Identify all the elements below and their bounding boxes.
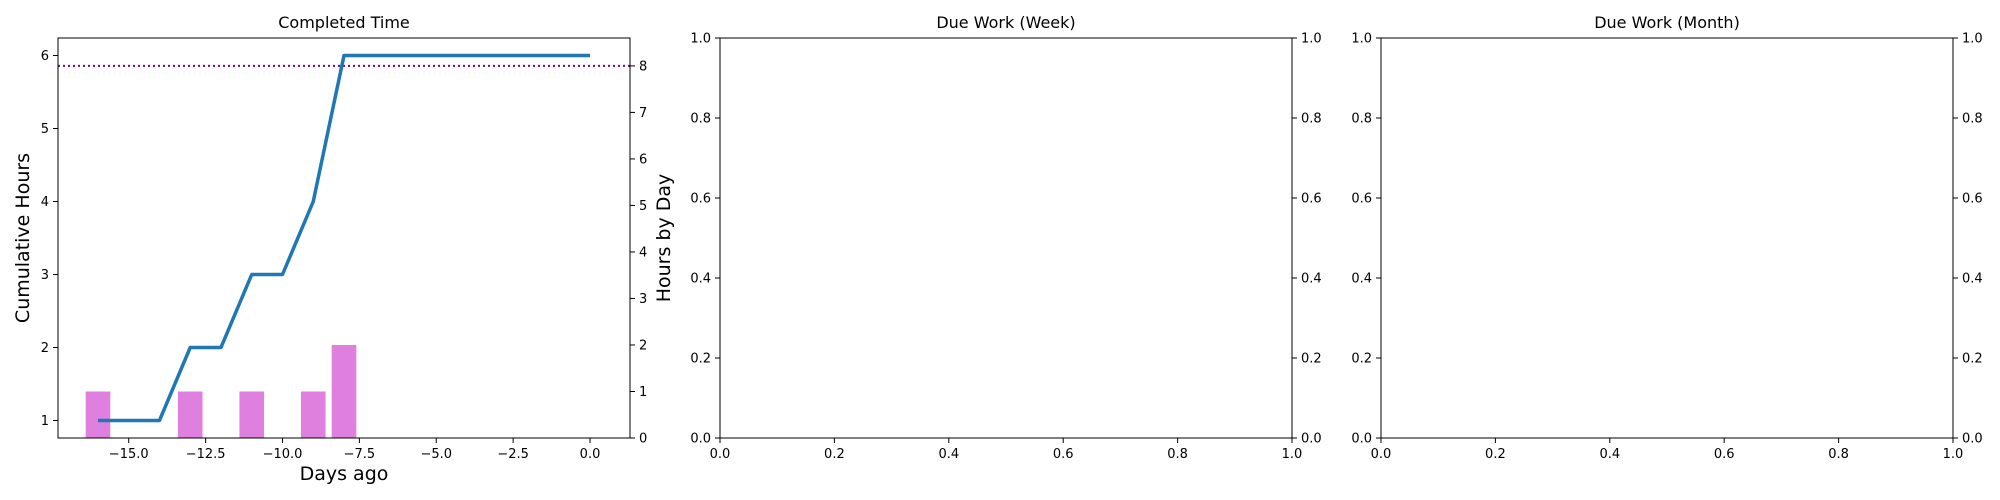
chart-title: Due Work (Week) [936, 13, 1075, 32]
y-tick-label: 0.2 [690, 352, 711, 367]
y-axis-label: Cumulative Hours [12, 153, 34, 323]
y2-tick-label: 0.0 [1301, 432, 1322, 447]
x-tick-label: −10.0 [263, 447, 303, 462]
axis-ticks: 0.0 0.2 0.4 0.6 0.8 1.00.00.20.40.60.81.00.00… [1351, 32, 1982, 463]
y2-tick-label: 2 [639, 338, 647, 353]
x-tick-label: 0.6 [1053, 447, 1074, 462]
x-tick-label: 0.2 [1485, 447, 1506, 462]
y-tick-label: 4 [41, 195, 49, 210]
x-tick-label: 0.4 [938, 447, 959, 462]
plot-frame [719, 37, 1293, 439]
y-tick-label: 6 [41, 49, 49, 64]
y2-tick-label: 0 [639, 432, 647, 447]
x-tick-label: −5.0 [420, 447, 452, 462]
bar [331, 344, 357, 438]
y2-tick-label: 0.8 [1301, 112, 1322, 127]
y-tick-label: 0.0 [1351, 432, 1372, 447]
x-tick-label: 0.4 [1599, 447, 1620, 462]
x-tick-label: 1.0 [1282, 447, 1303, 462]
y2-tick-label: 1 [639, 385, 647, 400]
y-tick-label: 0.6 [690, 192, 711, 207]
y2-tick-label: 0.4 [1962, 272, 1983, 287]
x-tick-label: −2.5 [497, 447, 529, 462]
y2-tick-label: 8 [639, 59, 647, 74]
x-tick-label: 0.0 [710, 447, 731, 462]
y2-tick-label: 1.0 [1301, 32, 1322, 47]
plot-marks [58, 53, 630, 438]
plot-frame [57, 37, 631, 439]
y2-tick-label: 0.8 [1962, 112, 1983, 127]
chart-completed-time: Completed Time −15.0 −12.5 −10.0 −7.5 −5.0 −2… [12, 13, 675, 485]
y-tick-label: 0.8 [690, 112, 711, 127]
bar [177, 391, 203, 438]
plot-frame [1380, 37, 1954, 439]
x-tick-label: 0.8 [1828, 447, 1849, 462]
x-tick-label: 0.6 [1714, 447, 1735, 462]
x-tick-label: 0.0 [1371, 447, 1392, 462]
axis-ticks: 0.0 0.2 0.4 0.6 0.8 1.00.00.20.40.60.81.00.00… [690, 32, 1321, 463]
chart-title: Due Work (Month) [1594, 13, 1740, 32]
bar [300, 391, 326, 438]
y2-tick-label: 4 [639, 245, 647, 260]
chart-title: Completed Time [278, 13, 410, 32]
x-tick-label: 1.0 [1943, 447, 1964, 462]
x-tick-label: 0.0 [580, 447, 601, 462]
y-tick-label: 0.4 [1351, 272, 1372, 287]
y2-axis-label: Hours by Day [653, 174, 675, 303]
cumulative-line [97, 53, 591, 423]
y2-tick-label: 1.0 [1962, 32, 1983, 47]
y2-tick-label: 0.4 [1301, 272, 1322, 287]
y-tick-label: 0.4 [690, 272, 711, 287]
y-tick-label: 0.8 [1351, 112, 1372, 127]
x-tick-label: −15.0 [109, 447, 149, 462]
y-tick-label: 2 [41, 341, 49, 356]
x-tick-label: 0.2 [824, 447, 845, 462]
chart-due-work-week: Due Work (Week) 0.0 0.2 0.4 0.6 0.8 1.00.00.2… [690, 13, 1321, 462]
y-tick-label: 1 [41, 414, 49, 429]
x-tick-label: 0.8 [1167, 447, 1188, 462]
y-tick-label: 0.0 [690, 432, 711, 447]
y2-tick-label: 7 [639, 106, 647, 121]
axis-ticks: −15.0 −12.5 −10.0 −7.5 −5.0 −2.5 0.0 1 2 3 4 5 6 0 1 2 3… [41, 49, 648, 462]
y2-tick-label: 3 [639, 292, 647, 307]
y-tick-label: 0.2 [1351, 352, 1372, 367]
x-axis-label: Days ago [300, 463, 389, 485]
y-tick-label: 3 [41, 268, 49, 283]
y2-tick-label: 0.2 [1962, 352, 1983, 367]
bar [85, 391, 111, 438]
x-tick-label: −7.5 [344, 447, 376, 462]
y2-tick-label: 0.6 [1301, 192, 1322, 207]
y-tick-label: 5 [41, 122, 49, 137]
bar [239, 391, 265, 438]
y2-tick-label: 6 [639, 152, 647, 167]
x-tick-label: −12.5 [186, 447, 226, 462]
y2-tick-label: 5 [639, 199, 647, 214]
y2-tick-label: 0.0 [1962, 432, 1983, 447]
y2-tick-label: 0.2 [1301, 352, 1322, 367]
chart-due-work-month: Due Work (Month) 0.0 0.2 0.4 0.6 0.8 1.00.00.… [1351, 13, 1982, 462]
y-tick-label: 1.0 [690, 32, 711, 47]
y2-tick-label: 0.6 [1962, 192, 1983, 207]
y-tick-label: 0.6 [1351, 192, 1372, 207]
y-tick-label: 1.0 [1351, 32, 1372, 47]
